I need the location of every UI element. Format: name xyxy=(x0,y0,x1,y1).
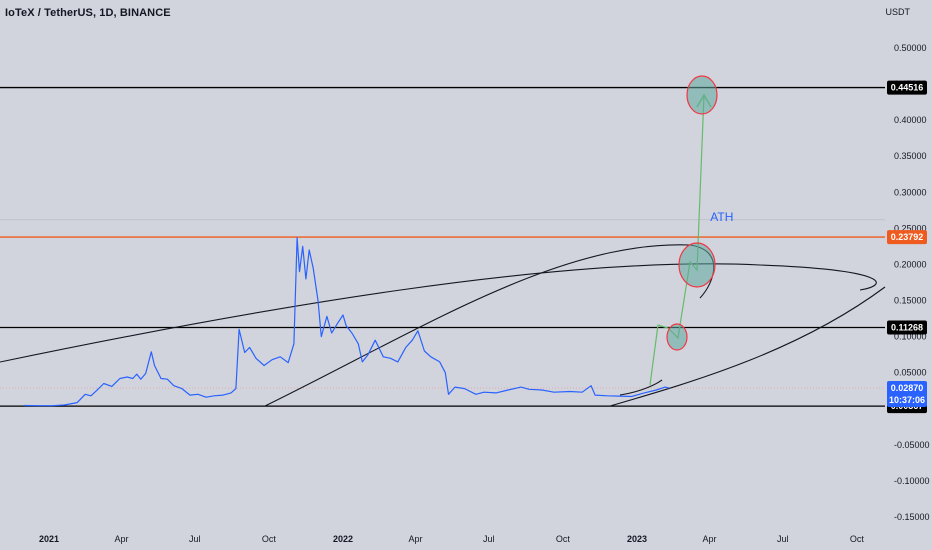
y-axis-tick-label: 0.10000 xyxy=(894,332,927,342)
x-axis-tick-label: Apr xyxy=(408,534,422,544)
y-axis-tick-label: 0.40000 xyxy=(894,115,927,125)
y-axis-tick-label: 0.35000 xyxy=(894,151,927,161)
y-axis-tick-label: -0.10000 xyxy=(894,476,930,486)
y-axis-tick-label: 0.50000 xyxy=(894,43,927,53)
currency-label: USDT xyxy=(885,7,911,17)
x-axis-tick-label: Oct xyxy=(262,534,277,544)
price-level-badge-text: 0.11268 xyxy=(891,322,923,332)
x-axis-tick-label: Jul xyxy=(189,534,201,544)
x-axis-tick-label: Apr xyxy=(114,534,128,544)
price-level-badge-text: 0.23792 xyxy=(891,232,924,242)
ath-circle xyxy=(678,242,716,288)
x-axis-tick-label: Apr xyxy=(702,534,716,544)
y-axis-tick-label: 0.05000 xyxy=(894,368,927,378)
x-axis-tick-label: Jul xyxy=(777,534,789,544)
price-level-badge xyxy=(887,80,927,95)
y-axis-tick-label: 0.20000 xyxy=(894,259,927,269)
x-axis-tick-label: 2023 xyxy=(627,534,647,544)
curve-large-ellipse xyxy=(0,263,877,363)
x-axis-tick-label: Jul xyxy=(483,534,495,544)
x-axis-tick-label: Oct xyxy=(556,534,571,544)
current-price-badge xyxy=(887,381,927,408)
countdown-text: 10:37:06 xyxy=(889,395,925,405)
y-axis-tick-label: -0.15000 xyxy=(894,512,930,522)
x-axis-tick-label: 2021 xyxy=(39,534,59,544)
y-axis-tick-label: 0.30000 xyxy=(894,187,927,197)
price-level-badge xyxy=(887,230,927,245)
x-axis-tick-label: Oct xyxy=(850,534,865,544)
y-axis-tick-label: -0.05000 xyxy=(894,440,930,450)
ath-annotation: ATH xyxy=(710,210,733,224)
y-axis-tick-label: 0.25000 xyxy=(894,223,927,233)
price-series-line xyxy=(23,237,670,407)
x-axis-tick-label: 2022 xyxy=(333,534,353,544)
curve-lower-trendline xyxy=(609,286,886,407)
y-axis-tick-label: 0.15000 xyxy=(894,296,927,306)
curve-bottom-hook xyxy=(619,379,663,396)
curve-upper-arc xyxy=(264,244,715,407)
resistance-circle xyxy=(666,323,688,351)
target-circle xyxy=(686,75,718,115)
price-level-badge-text: 0.44516 xyxy=(891,83,924,93)
price-level-badge xyxy=(887,320,927,335)
symbol-title: IoTeX / TetherUS, 1D, BINANCE xyxy=(5,7,171,19)
current-price-text: 0.02870 xyxy=(891,383,924,393)
